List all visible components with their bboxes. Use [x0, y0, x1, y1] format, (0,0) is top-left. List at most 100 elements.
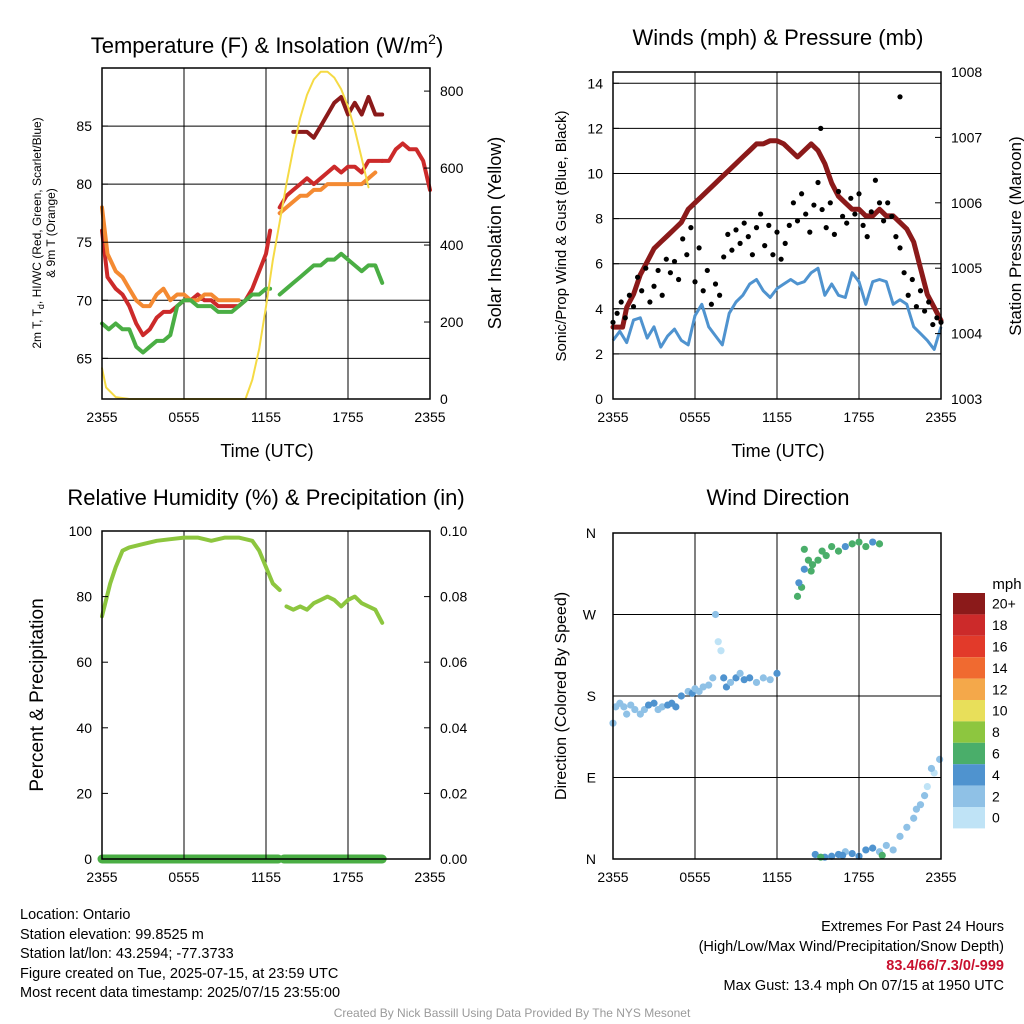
direction-point [869, 538, 876, 545]
gust-point [738, 241, 743, 246]
direction-point [842, 543, 849, 550]
gust-point [930, 322, 935, 327]
direction-point [869, 845, 876, 852]
temperature-ytick-label: 65 [76, 350, 92, 366]
direction-point [814, 557, 821, 564]
wind-xtick-label: 0555 [679, 409, 710, 425]
temperature-ytick-label: 70 [76, 292, 92, 308]
gust-point [922, 308, 927, 313]
direction-point [828, 543, 835, 550]
speed-legend-label: 10 [992, 703, 1008, 719]
insolation-axis-label: Solar Insolation (Yellow) [485, 137, 505, 329]
gust-point [725, 232, 730, 237]
direction-axis-label: Direction (Colored By Speed) [553, 592, 570, 800]
gust-point [893, 234, 898, 239]
wind-ytick-label: 14 [587, 75, 603, 91]
direction-point [921, 792, 928, 799]
wind-xtick-label: 1755 [843, 409, 874, 425]
humidity-series [102, 538, 382, 859]
pressure-rtick-label: 1004 [951, 326, 982, 342]
direction-point [709, 674, 716, 681]
direction-point [910, 815, 917, 822]
gust-point [647, 299, 652, 304]
precip-rtick-label: 0.04 [440, 720, 467, 736]
direction-point [849, 850, 856, 857]
direction-point [746, 674, 753, 681]
speed-legend-swatch [953, 700, 985, 721]
temperature-xtick-label: 2355 [414, 409, 445, 425]
pressure-rtick-label: 1008 [951, 64, 982, 80]
gust-point [869, 209, 874, 214]
gust-point [877, 200, 882, 205]
direction-xtick-label: 0555 [679, 869, 710, 885]
wind-ytick-label: 0 [595, 391, 603, 407]
gust-point [697, 245, 702, 250]
direction-point [801, 566, 808, 573]
humidity-panel-title: Relative Humidity (%) & Precipitation (i… [67, 485, 464, 510]
gust-point [844, 220, 849, 225]
speed-legend-label: 8 [992, 724, 1000, 740]
direction-point [650, 700, 657, 707]
gust-point [918, 288, 923, 293]
gust-point [902, 270, 907, 275]
gust-point [750, 252, 755, 257]
direction-panel: Wind Direction 2355 0555 1155 1755 2355NESWN… [553, 485, 1022, 885]
pressure-rtick-label: 1003 [951, 391, 982, 407]
gust-point [897, 245, 902, 250]
insolation-rtick-label: 200 [440, 314, 464, 330]
gust-point [914, 304, 919, 309]
gust-point [770, 252, 775, 257]
gust-point [861, 223, 866, 228]
gust-point [680, 236, 685, 241]
gust-point [615, 311, 620, 316]
direction-point [623, 711, 630, 718]
gust-point [705, 268, 710, 273]
humidity-ytick-label: 40 [76, 720, 92, 736]
gust-point [815, 180, 820, 185]
gust-point [754, 225, 759, 230]
direction-series [609, 538, 943, 860]
direction-point [855, 538, 862, 545]
max-gust: Max Gust: 13.4 mph On 07/15 at 1950 UTC [699, 977, 1004, 997]
humidity-ytick-label: 20 [76, 785, 92, 801]
pressure-axis-label: Station Pressure (Maroon) [1006, 136, 1024, 335]
gust-point [656, 268, 661, 273]
temperature-panel: Temperature (F) & Insolation (W/m2) 2355… [30, 31, 505, 461]
gust-point [758, 211, 763, 216]
direction-point [720, 674, 727, 681]
gust-point [639, 288, 644, 293]
speed-legend-swatch [953, 657, 985, 678]
credit-line: Created By Nick Bassill Using Data Provi… [0, 1006, 1024, 1020]
wind-ytick-label: 10 [587, 165, 603, 181]
temperature-grid [102, 68, 430, 399]
temperature-ticks: 2355 0555 1155 1755 2355 65 70 75 80 85 0 200 400 600… [76, 83, 463, 425]
gust-point [856, 191, 861, 196]
temperature-xtick-label: 1155 [251, 409, 281, 425]
humidity-ticks: 2355 0555 1155 1755 2355 0 20 40 60 80 100 0.00 0.02… [69, 523, 468, 885]
gust-point [721, 254, 726, 259]
gust-point [897, 94, 902, 99]
gust-point [713, 281, 718, 286]
gust-point [709, 302, 714, 307]
speed-legend-label: 12 [992, 681, 1008, 697]
wind-xtick-label: 2355 [925, 409, 956, 425]
speed-legend-swatch [953, 743, 985, 764]
gust-point [729, 248, 734, 253]
direction-xtick-label: 1755 [843, 869, 874, 885]
direction-point [705, 682, 712, 689]
direction-xtick-label: 2355 [597, 869, 628, 885]
temperature-xlabel: Time (UTC) [220, 441, 313, 461]
direction-point [862, 543, 869, 550]
precip-rtick-label: 0.06 [440, 654, 467, 670]
speed-legend-label: 14 [992, 660, 1008, 676]
wind-panel-title: Winds (mph) & Pressure (mb) [633, 25, 924, 50]
humidity-line [287, 597, 383, 623]
gust-point [746, 234, 751, 239]
direction-point [712, 611, 719, 618]
direction-point [839, 852, 846, 859]
gust-point [733, 227, 738, 232]
direction-point [913, 806, 920, 813]
direction-point [823, 552, 830, 559]
gust-point [811, 202, 816, 207]
direction-point [890, 846, 897, 853]
